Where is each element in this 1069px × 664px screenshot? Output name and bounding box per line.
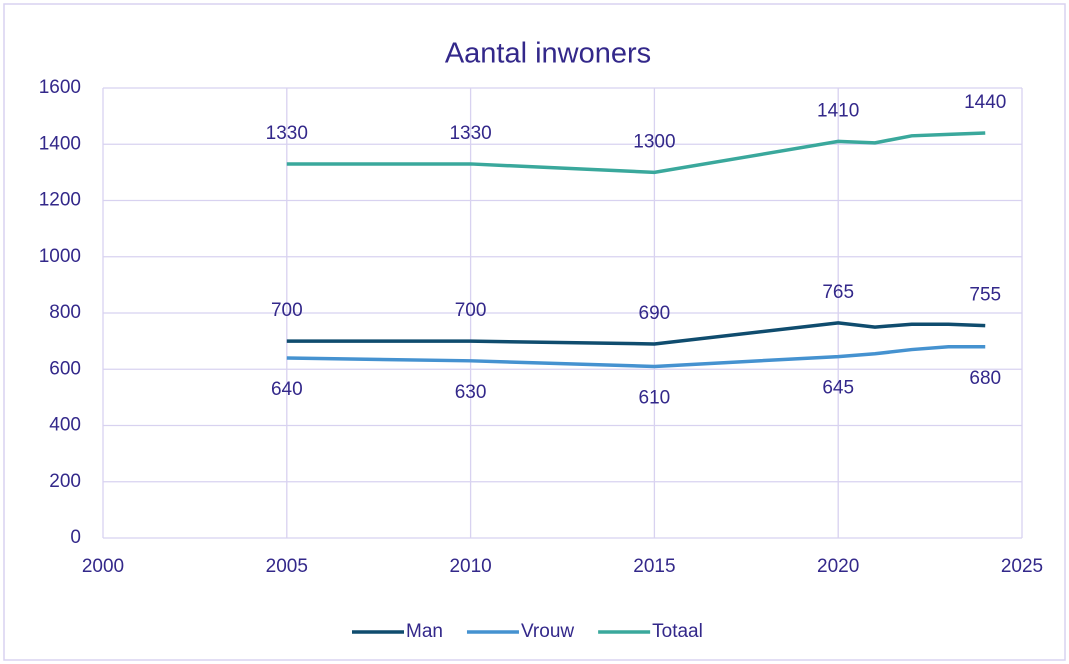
y-tick-label: 400 bbox=[49, 415, 81, 436]
data-label: 640 bbox=[271, 379, 303, 400]
data-label: 610 bbox=[639, 387, 671, 408]
y-tick-label: 0 bbox=[70, 527, 81, 548]
x-tick-label: 2015 bbox=[633, 556, 675, 577]
chart-title: Aantal inwoners bbox=[445, 38, 651, 70]
data-label: 765 bbox=[822, 282, 854, 303]
data-label: 700 bbox=[271, 300, 303, 321]
x-tick-label: 2010 bbox=[449, 556, 491, 577]
y-tick-label: 600 bbox=[49, 358, 81, 379]
data-label: 630 bbox=[455, 382, 487, 403]
chart-border bbox=[3, 3, 1066, 661]
y-tick-label: 800 bbox=[49, 302, 81, 323]
y-tick-label: 1000 bbox=[39, 246, 81, 267]
x-tick-label: 2005 bbox=[266, 556, 308, 577]
data-label: 1330 bbox=[449, 123, 491, 144]
line bbox=[286, 321, 986, 346]
data-label: 755 bbox=[969, 285, 1001, 306]
data-label: 1300 bbox=[633, 131, 675, 152]
data-label: 1410 bbox=[817, 100, 859, 121]
legend-label: Man bbox=[406, 621, 443, 642]
line bbox=[286, 345, 986, 369]
legend-label: Totaal bbox=[652, 621, 703, 642]
line bbox=[286, 131, 986, 175]
data-label: 680 bbox=[969, 368, 1001, 389]
data-label: 1440 bbox=[964, 92, 1006, 113]
x-tick-label: 2000 bbox=[82, 556, 124, 577]
data-label: 700 bbox=[455, 300, 487, 321]
x-tick-label: 2020 bbox=[817, 556, 859, 577]
y-tick-label: 200 bbox=[49, 471, 81, 492]
data-label: 1330 bbox=[266, 123, 308, 144]
y-tick-label: 1200 bbox=[39, 190, 81, 211]
y-tick-label: 1600 bbox=[39, 77, 81, 98]
data-label: 690 bbox=[639, 303, 671, 324]
y-tick-label: 1400 bbox=[39, 133, 81, 154]
data-label: 645 bbox=[822, 378, 854, 399]
legend-label: Vrouw bbox=[521, 621, 574, 642]
x-tick-label: 2025 bbox=[1001, 556, 1043, 577]
